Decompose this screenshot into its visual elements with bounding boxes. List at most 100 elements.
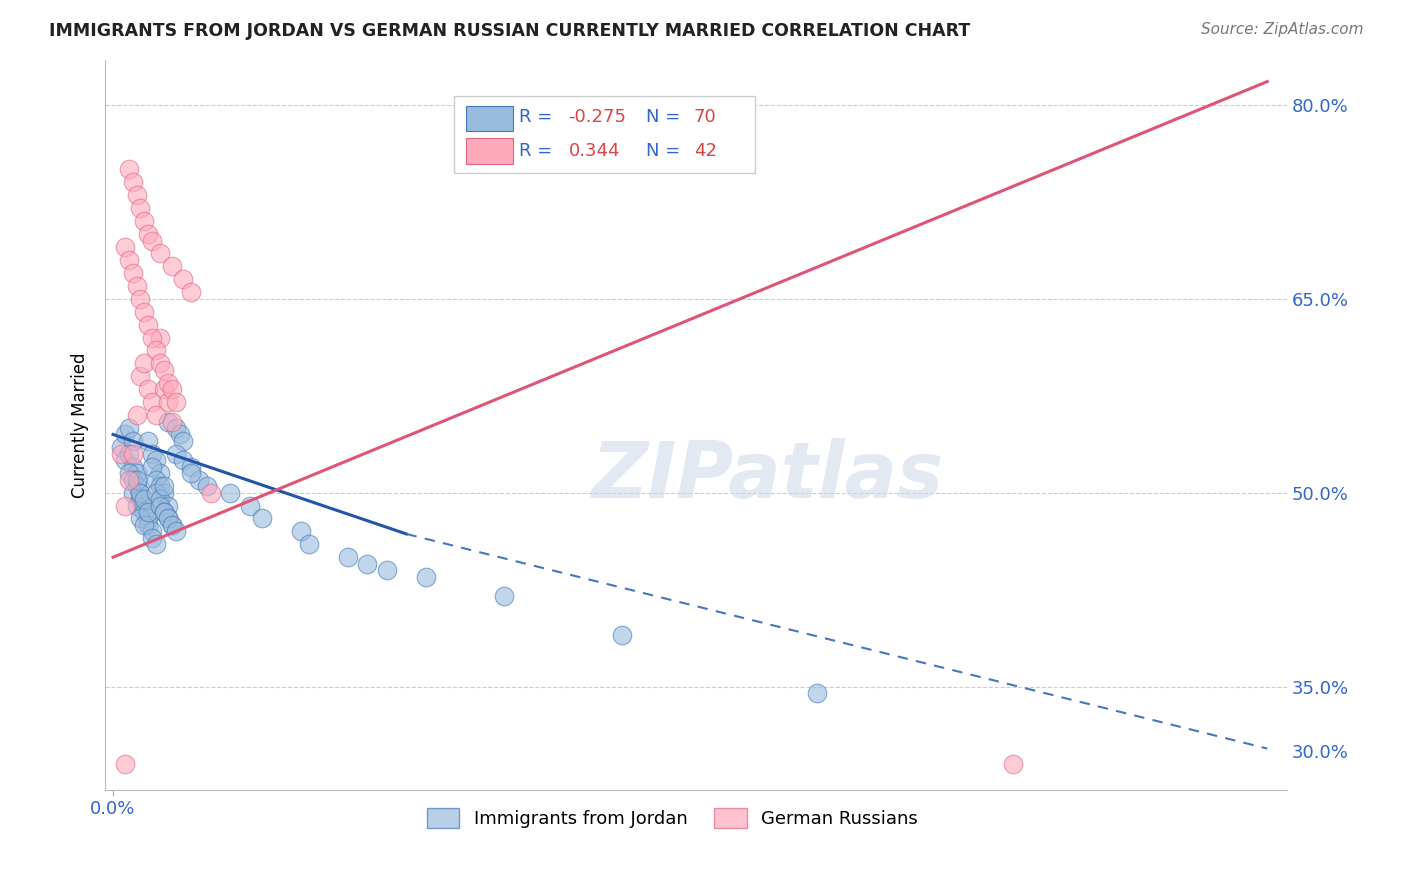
Point: [141, 459, 163, 474]
Point: [160, 260, 183, 274]
Point: [290, 524, 312, 539]
Point: [134, 304, 156, 318]
Point: [129, 201, 152, 215]
Point: [134, 492, 156, 507]
Point: [156, 376, 179, 390]
Point: [200, 485, 222, 500]
Point: [145, 453, 167, 467]
Point: [118, 162, 141, 177]
Point: [110, 441, 132, 455]
Point: [165, 524, 187, 539]
Point: [125, 188, 148, 202]
Point: [129, 369, 152, 384]
Point: [149, 246, 172, 260]
Point: [160, 517, 183, 532]
Point: [149, 479, 172, 493]
Point: [356, 557, 378, 571]
Point: [118, 473, 141, 487]
Point: [172, 272, 194, 286]
Point: [375, 563, 398, 577]
Text: N =: N =: [647, 142, 686, 160]
Text: 0.344: 0.344: [568, 142, 620, 160]
Point: [136, 227, 159, 241]
Point: [165, 447, 187, 461]
Text: Source: ZipAtlas.com: Source: ZipAtlas.com: [1201, 22, 1364, 37]
Point: [141, 524, 163, 539]
Point: [141, 330, 163, 344]
Point: [118, 252, 141, 267]
Point: [156, 395, 179, 409]
Point: [172, 453, 194, 467]
Point: [806, 686, 828, 700]
Point: [160, 382, 183, 396]
Y-axis label: Currently Married: Currently Married: [72, 352, 89, 498]
Point: [125, 473, 148, 487]
Point: [250, 511, 273, 525]
Point: [145, 343, 167, 358]
Text: IMMIGRANTS FROM JORDAN VS GERMAN RUSSIAN CURRENTLY MARRIED CORRELATION CHART: IMMIGRANTS FROM JORDAN VS GERMAN RUSSIAN…: [49, 22, 970, 40]
Point: [298, 537, 321, 551]
Point: [136, 505, 159, 519]
Point: [149, 330, 172, 344]
Point: [125, 467, 148, 481]
Point: [141, 234, 163, 248]
Point: [156, 511, 179, 525]
Point: [129, 485, 152, 500]
Point: [153, 505, 176, 519]
Point: [129, 485, 152, 500]
Point: [149, 492, 172, 507]
Point: [125, 479, 148, 493]
Point: [219, 485, 242, 500]
Point: [121, 459, 143, 474]
Point: [141, 531, 163, 545]
Point: [160, 415, 183, 429]
Point: [156, 415, 179, 429]
Point: [610, 628, 633, 642]
Text: 42: 42: [693, 142, 717, 160]
Point: [121, 447, 143, 461]
Point: [121, 175, 143, 189]
Point: [153, 363, 176, 377]
Point: [125, 499, 148, 513]
Point: [136, 511, 159, 525]
Point: [180, 285, 202, 300]
Point: [114, 499, 136, 513]
Point: [121, 473, 143, 487]
Text: 70: 70: [693, 108, 717, 127]
FancyBboxPatch shape: [465, 138, 513, 164]
Point: [195, 479, 218, 493]
Point: [136, 318, 159, 332]
Point: [141, 447, 163, 461]
Point: [134, 356, 156, 370]
Point: [136, 434, 159, 448]
Point: [160, 517, 183, 532]
Point: [188, 473, 211, 487]
Point: [180, 459, 202, 474]
Point: [129, 492, 152, 507]
Point: [134, 499, 156, 513]
Point: [114, 757, 136, 772]
Point: [145, 485, 167, 500]
Point: [336, 550, 359, 565]
Point: [118, 467, 141, 481]
Point: [121, 434, 143, 448]
Text: R =: R =: [519, 108, 558, 127]
Point: [134, 517, 156, 532]
Point: [118, 447, 141, 461]
Point: [149, 467, 172, 481]
Point: [145, 408, 167, 422]
Point: [136, 382, 159, 396]
Point: [110, 447, 132, 461]
Point: [169, 427, 191, 442]
Point: [134, 505, 156, 519]
Point: [121, 266, 143, 280]
Point: [125, 408, 148, 422]
Text: R =: R =: [519, 142, 564, 160]
Point: [145, 473, 167, 487]
Point: [114, 453, 136, 467]
Point: [121, 485, 143, 500]
Point: [153, 382, 176, 396]
Point: [149, 356, 172, 370]
Point: [145, 537, 167, 551]
Legend: Immigrants from Jordan, German Russians: Immigrants from Jordan, German Russians: [419, 800, 925, 836]
